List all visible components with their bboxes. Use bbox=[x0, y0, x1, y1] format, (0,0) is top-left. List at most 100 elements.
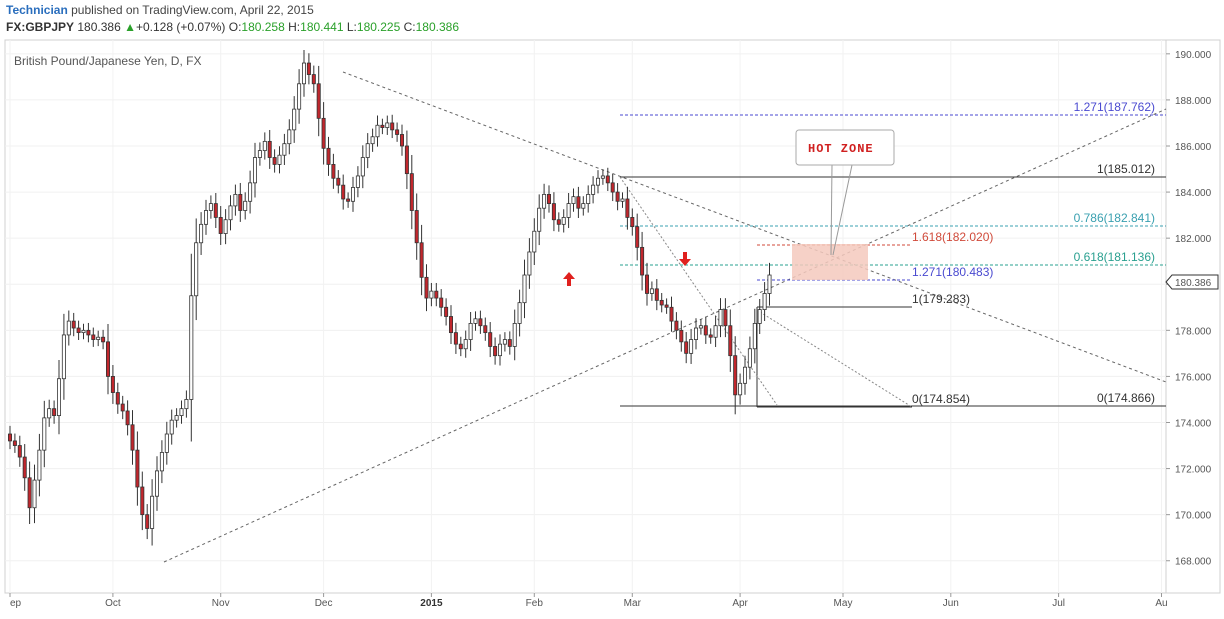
candle-body bbox=[154, 470, 159, 497]
x-tick-label: Au bbox=[1155, 598, 1167, 609]
candle-body bbox=[150, 495, 155, 529]
label-174866: 0(174.866) bbox=[1097, 391, 1155, 405]
low-label: L: bbox=[346, 20, 357, 34]
candle-body bbox=[218, 217, 223, 234]
candle-body bbox=[86, 329, 91, 336]
candle-body bbox=[194, 242, 199, 297]
label-180483: 1.271(180.483) bbox=[912, 265, 993, 279]
y-tick-label: 172.000 bbox=[1175, 465, 1212, 476]
candle-body bbox=[96, 336, 101, 340]
sell-arrow-icon bbox=[679, 252, 691, 266]
drawings-layer[interactable]: HOT ZONE bbox=[163, 71, 1167, 563]
candle-body bbox=[654, 288, 659, 301]
candle-body bbox=[723, 309, 728, 327]
label-187762: 1.271(187.762) bbox=[1074, 100, 1155, 114]
candle-body bbox=[728, 325, 733, 357]
y-tick-label: 168.000 bbox=[1175, 557, 1212, 568]
candle-body bbox=[125, 410, 130, 426]
candle-body bbox=[453, 332, 458, 345]
candle-body bbox=[135, 449, 140, 488]
candle-body bbox=[522, 274, 527, 304]
hot-zone-label: HOT ZONE bbox=[808, 142, 874, 156]
candle-body bbox=[380, 124, 385, 128]
y-tick-label: 174.000 bbox=[1175, 418, 1212, 429]
candle-body bbox=[145, 514, 150, 529]
x-tick-label: 2015 bbox=[420, 598, 443, 609]
candle-body bbox=[708, 334, 713, 338]
candle-body bbox=[27, 477, 32, 509]
candle-body bbox=[566, 203, 571, 218]
candle-body bbox=[120, 403, 125, 412]
candle-body bbox=[57, 378, 62, 416]
candle-body bbox=[76, 327, 81, 334]
candle-body bbox=[502, 339, 507, 345]
candle-body bbox=[409, 173, 414, 211]
candle-body bbox=[640, 246, 645, 276]
candle-body bbox=[301, 62, 306, 85]
upper-trendline[interactable] bbox=[342, 71, 1167, 383]
hot-zone-box[interactable] bbox=[792, 244, 868, 280]
candle-body bbox=[738, 382, 743, 396]
candle-body bbox=[331, 164, 336, 179]
label-182020: 1.618(182.020) bbox=[912, 230, 993, 244]
candle-body bbox=[130, 424, 135, 451]
candle-body bbox=[733, 355, 738, 396]
fib-diagonal-2[interactable] bbox=[759, 311, 913, 408]
candle-body bbox=[7, 433, 12, 442]
candle-body bbox=[213, 203, 218, 218]
x-tick-label: Feb bbox=[526, 598, 544, 609]
candle-body bbox=[365, 143, 370, 158]
change-value: +0.128 (+0.07%) bbox=[135, 20, 226, 34]
candle-body bbox=[694, 327, 699, 340]
fib-diagonal-1[interactable] bbox=[619, 176, 778, 406]
price-axis[interactable]: 168.000 170.000 172.000 174.000 176.000 178.0… bbox=[1166, 50, 1212, 568]
candle-body bbox=[71, 320, 76, 329]
change-arrow-icon: ▲ bbox=[124, 20, 136, 34]
high-value: 180.441 bbox=[300, 20, 344, 34]
candle-body bbox=[596, 177, 601, 186]
candle-body bbox=[350, 187, 355, 202]
candle-body bbox=[551, 203, 556, 221]
candle-body bbox=[507, 339, 512, 347]
candle-body bbox=[228, 205, 233, 221]
candle-body bbox=[625, 198, 630, 218]
current-price-marker: 180.386 bbox=[1165, 274, 1219, 290]
candle-body bbox=[762, 293, 767, 310]
candle-body bbox=[743, 366, 748, 384]
hot-zone-callout-box[interactable] bbox=[795, 129, 895, 166]
candle-body bbox=[610, 182, 615, 193]
label-181136: 0.618(181.136) bbox=[1074, 250, 1155, 264]
candle-body bbox=[257, 150, 262, 158]
x-tick-label: Oct bbox=[105, 598, 121, 609]
symbol-label[interactable]: FX:GBPJPY bbox=[6, 20, 75, 34]
candle-body bbox=[292, 108, 297, 131]
candle-body bbox=[233, 193, 238, 207]
candle-body bbox=[468, 323, 473, 340]
y-tick-label: 182.000 bbox=[1175, 234, 1212, 245]
candle-body bbox=[664, 304, 669, 308]
candle-body bbox=[439, 297, 444, 308]
grid-lines bbox=[5, 40, 1166, 593]
candle-body bbox=[262, 140, 267, 151]
label-174854: 0(174.854) bbox=[912, 392, 970, 406]
close-label: C: bbox=[403, 20, 416, 34]
published-by: Technician published on TradingView.com,… bbox=[6, 3, 314, 17]
candle-body bbox=[326, 147, 331, 165]
candle-body bbox=[591, 184, 596, 195]
time-axis[interactable]: ep Oct Nov Dec 2015 Feb Mar Apr May Jun Jul Au bbox=[9, 593, 1168, 609]
candle-body bbox=[17, 445, 22, 458]
candle-body bbox=[12, 440, 17, 446]
candle-body bbox=[399, 134, 404, 147]
candle-body bbox=[159, 452, 164, 472]
candle-body bbox=[32, 479, 37, 509]
candle-body bbox=[336, 177, 341, 186]
last-price: 180.386 bbox=[77, 20, 121, 34]
chart-title: British Pound/Japanese Yen, D, FX bbox=[14, 54, 201, 68]
candle-body bbox=[615, 191, 620, 202]
author-link[interactable]: Technician bbox=[6, 3, 68, 17]
y-tick-label: 176.000 bbox=[1175, 372, 1212, 383]
candle-body bbox=[649, 288, 654, 294]
candle-body bbox=[311, 74, 316, 85]
candle-body bbox=[752, 323, 757, 350]
